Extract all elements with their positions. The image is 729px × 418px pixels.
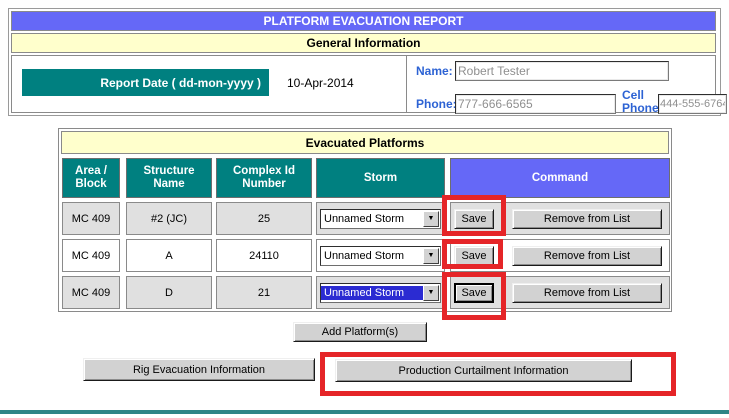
cell-complex-id: 25 bbox=[216, 202, 312, 235]
rig-evacuation-button[interactable]: Rig Evacuation Information bbox=[83, 358, 315, 381]
storm-select-value: Unnamed Storm bbox=[324, 212, 405, 225]
evacuated-platforms-header: Evacuated Platforms bbox=[61, 131, 669, 154]
page-title: PLATFORM EVACUATION REPORT bbox=[11, 11, 716, 31]
column-header-area-block: Area / Block bbox=[62, 158, 120, 198]
remove-from-list-button[interactable]: Remove from List bbox=[512, 245, 662, 266]
cell-command: Save Remove from List bbox=[450, 202, 670, 235]
report-date-value: 10-Apr-2014 bbox=[287, 75, 354, 90]
cell-storm: Unnamed Storm ▼ bbox=[316, 239, 445, 272]
name-input[interactable] bbox=[455, 61, 669, 81]
cell-storm: Unnamed Storm ▼ bbox=[316, 202, 445, 235]
cell-phone-input[interactable] bbox=[658, 94, 727, 114]
phone-input[interactable] bbox=[455, 94, 616, 114]
evacuated-platforms-table: Evacuated Platforms Area / Block Structu… bbox=[58, 128, 672, 312]
column-header-command: Command bbox=[450, 158, 670, 198]
cell-structure-name: #2 (JC) bbox=[126, 202, 212, 235]
column-header-structure-name: Structure Name bbox=[126, 158, 212, 198]
storm-select[interactable]: Unnamed Storm ▼ bbox=[320, 245, 441, 266]
cell-complex-id: 24110 bbox=[216, 239, 312, 272]
cell-area-block: MC 409 bbox=[62, 276, 120, 309]
column-header-storm: Storm bbox=[316, 158, 445, 198]
name-label: Name: bbox=[416, 64, 453, 78]
storm-select[interactable]: Unnamed Storm ▼ bbox=[320, 282, 441, 303]
remove-from-list-button[interactable]: Remove from List bbox=[512, 282, 662, 303]
highlight-box-save-row1 bbox=[442, 195, 506, 236]
cell-command: Save Remove from List bbox=[450, 276, 670, 309]
cell-storm: Unnamed Storm ▼ bbox=[316, 276, 445, 309]
chevron-down-icon[interactable]: ▼ bbox=[423, 210, 439, 227]
general-info-content: Report Date ( dd-mon-yyyy ) 10-Apr-2014 … bbox=[11, 55, 727, 115]
column-header-complex-id: Complex Id Number bbox=[216, 158, 312, 198]
save-button[interactable]: Save bbox=[454, 208, 494, 229]
highlight-box-save-row3 bbox=[442, 272, 506, 320]
highlight-box-save-row2 bbox=[442, 239, 503, 269]
storm-select-value: Unnamed Storm bbox=[324, 249, 405, 262]
production-curtailment-button[interactable]: Production Curtailment Information bbox=[335, 359, 632, 382]
general-info-header: General Information bbox=[11, 33, 716, 53]
highlight-box-production-curtailment bbox=[320, 352, 676, 396]
cell-area-block: MC 409 bbox=[62, 202, 120, 235]
storm-select[interactable]: Unnamed Storm ▼ bbox=[320, 208, 441, 229]
cell-area-block: MC 409 bbox=[62, 239, 120, 272]
cell-complex-id: 21 bbox=[216, 276, 312, 309]
save-button[interactable]: Save bbox=[454, 282, 494, 303]
cell-structure-name: A bbox=[126, 239, 212, 272]
general-info-section: PLATFORM EVACUATION REPORT General Infor… bbox=[8, 8, 727, 116]
cell-structure-name: D bbox=[126, 276, 212, 309]
cell-divider bbox=[406, 56, 407, 112]
bottom-divider bbox=[0, 410, 729, 414]
report-date-label: Report Date ( dd-mon-yyyy ) bbox=[22, 69, 269, 96]
chevron-down-icon[interactable]: ▼ bbox=[423, 247, 439, 264]
remove-from-list-button[interactable]: Remove from List bbox=[512, 208, 662, 229]
phone-label: Phone: bbox=[416, 97, 457, 111]
chevron-down-icon[interactable]: ▼ bbox=[423, 284, 439, 301]
storm-select-value: Unnamed Storm bbox=[321, 285, 423, 300]
add-platforms-button[interactable]: Add Platform(s) bbox=[293, 322, 427, 342]
cell-phone-label: Cell Phone: bbox=[622, 88, 663, 115]
